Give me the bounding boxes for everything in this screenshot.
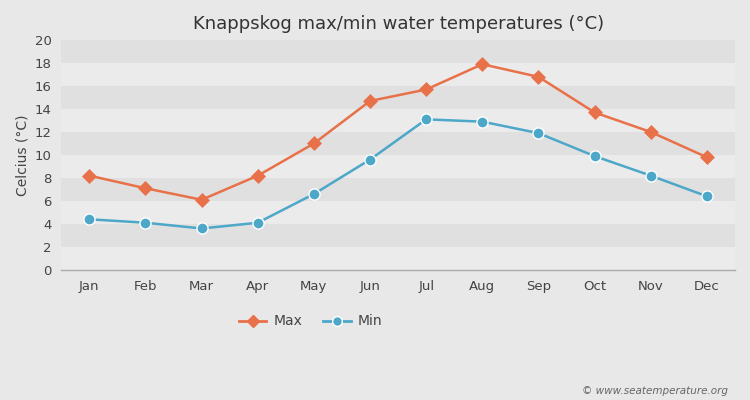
- Max: [141, 186, 150, 191]
- Min: [646, 173, 656, 178]
- Bar: [62, 224, 735, 247]
- Min: [310, 192, 319, 196]
- Bar: [62, 201, 735, 224]
- Line: Min: Min: [84, 114, 712, 234]
- Max: [365, 98, 374, 103]
- Max: [478, 62, 487, 67]
- Min: [254, 220, 262, 225]
- Legend: Max, Min: Max, Min: [233, 309, 388, 334]
- Line: Max: Max: [85, 59, 712, 205]
- Max: [590, 110, 599, 115]
- Title: Knappskog max/min water temperatures (°C): Knappskog max/min water temperatures (°C…: [193, 15, 604, 33]
- Max: [703, 155, 712, 160]
- Min: [422, 117, 430, 122]
- Min: [197, 226, 206, 231]
- Min: [703, 194, 712, 199]
- Max: [310, 141, 319, 146]
- Min: [141, 220, 150, 225]
- Bar: [62, 40, 735, 63]
- Bar: [62, 178, 735, 201]
- Min: [85, 217, 94, 222]
- Min: [365, 157, 374, 162]
- Bar: [62, 86, 735, 109]
- Min: [534, 131, 543, 136]
- Max: [422, 87, 430, 92]
- Max: [254, 173, 262, 178]
- Bar: [62, 63, 735, 86]
- Max: [534, 74, 543, 79]
- Max: [197, 197, 206, 202]
- Max: [646, 130, 656, 134]
- Bar: [62, 247, 735, 270]
- Min: [478, 119, 487, 124]
- Bar: [62, 109, 735, 132]
- Max: [85, 173, 94, 178]
- Min: [590, 154, 599, 158]
- Bar: [62, 132, 735, 155]
- Y-axis label: Celcius (°C): Celcius (°C): [15, 114, 29, 196]
- Bar: [62, 155, 735, 178]
- Text: © www.seatemperature.org: © www.seatemperature.org: [581, 386, 728, 396]
